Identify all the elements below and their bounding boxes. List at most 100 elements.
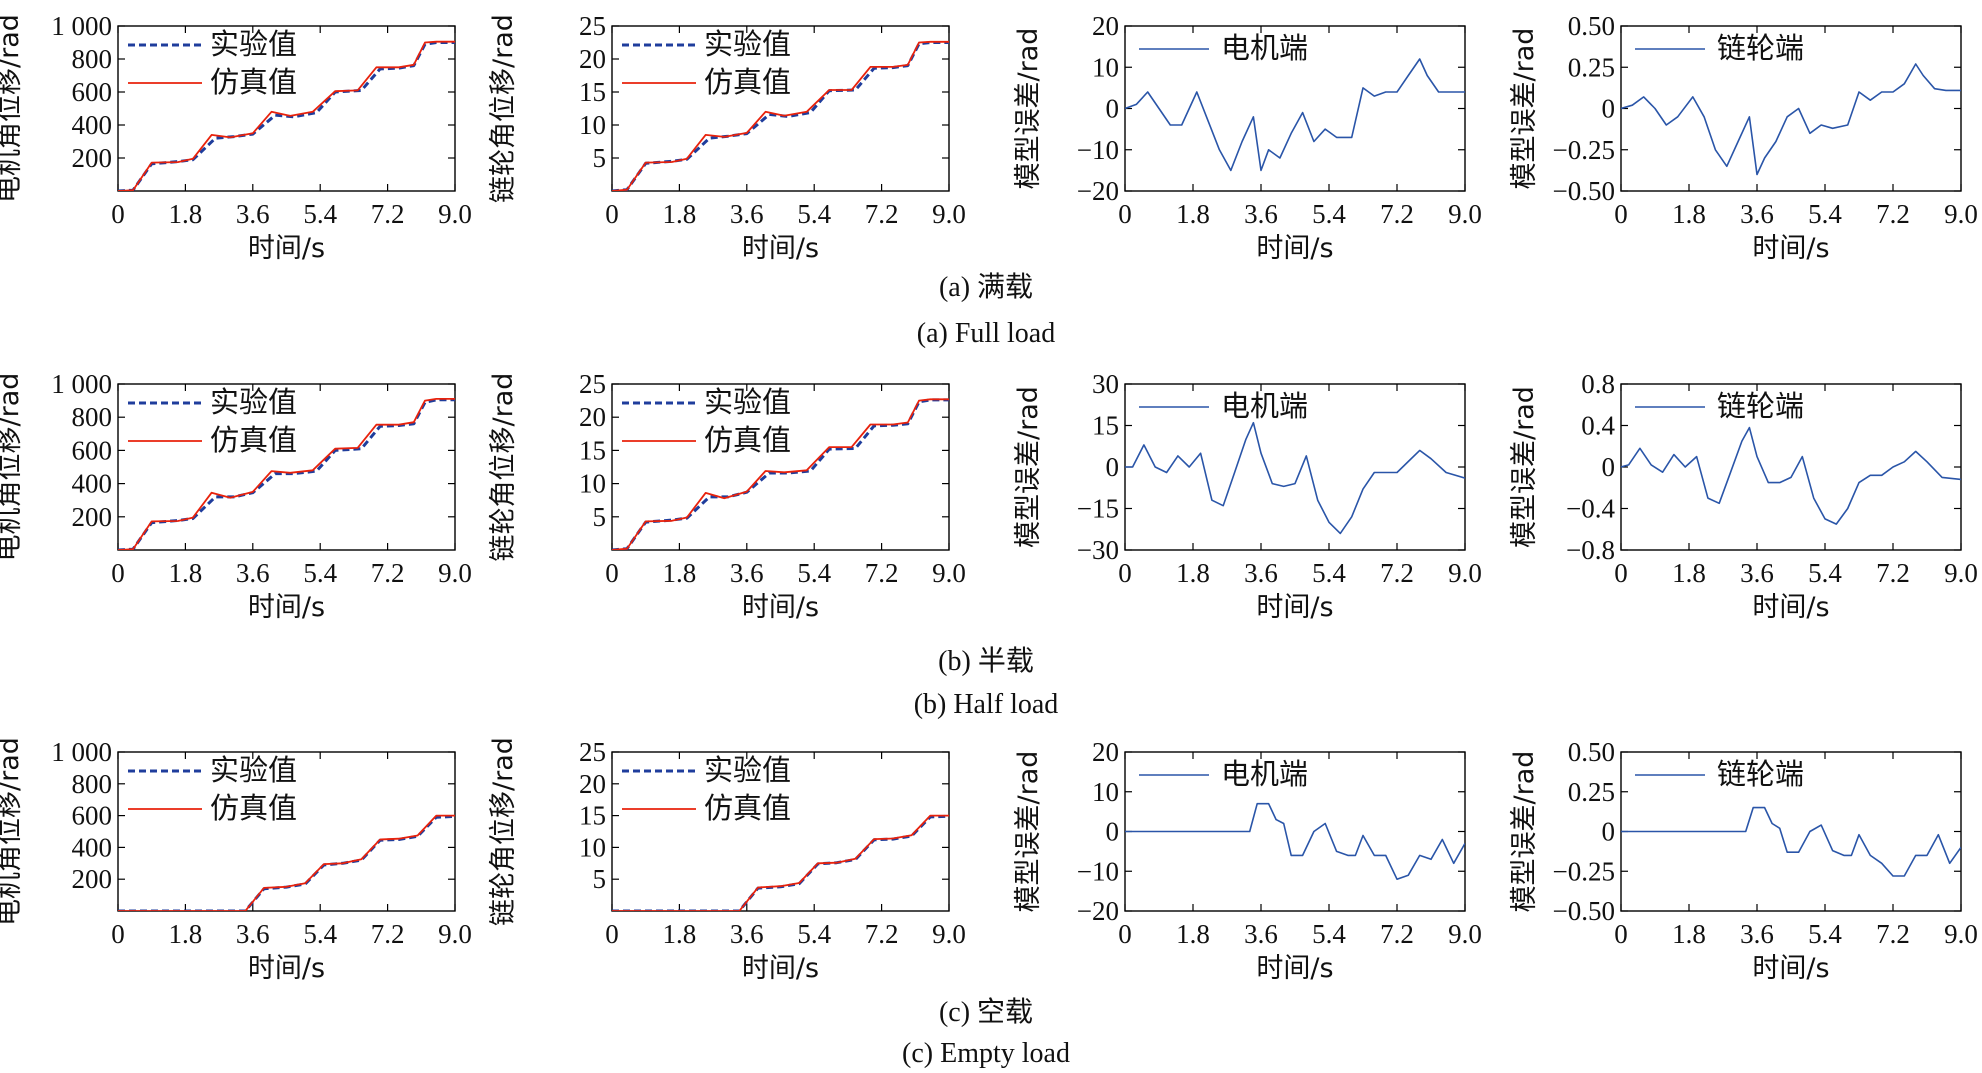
experiment-series-line: [612, 814, 949, 911]
x-tick-label: 3.6: [236, 558, 270, 588]
y-tick-label: 0.50: [1568, 11, 1615, 41]
legend-label-experiment: 实验值: [704, 27, 791, 61]
y-tick-label: 15: [579, 435, 606, 465]
y-tick-label: −20: [1077, 896, 1119, 926]
x-tick-label: 3.6: [730, 199, 764, 229]
y-tick-label: 20: [579, 769, 606, 799]
y-tick-label: 1 000: [51, 11, 112, 41]
x-tick-label: 1.8: [1672, 199, 1706, 229]
y-axis-label: 链轮角位移/rad: [488, 737, 519, 926]
legend-label-experiment: 实验值: [210, 753, 297, 787]
legend-label-simulation: 仿真值: [210, 423, 297, 457]
x-tick-label: 5.4: [797, 919, 831, 949]
y-tick-label: 800: [72, 44, 113, 74]
legend-label-simulation: 仿真值: [704, 423, 791, 457]
y-tick-label: 0.25: [1568, 777, 1615, 807]
x-tick-label: 5.4: [797, 558, 831, 588]
experiment-series-line: [118, 814, 455, 911]
plot-frame: [611, 751, 950, 912]
y-axis-label: 电机角位移/rad: [0, 14, 25, 203]
x-tick-label: 1.8: [663, 919, 697, 949]
caption-b-en: (b) Half load: [914, 689, 1059, 720]
x-tick-label: 1.8: [663, 558, 697, 588]
y-tick-label: 5: [593, 864, 607, 894]
x-tick-label: 7.2: [1876, 558, 1910, 588]
legend-label-simulation: 仿真值: [704, 791, 791, 825]
y-tick-label: 0: [1106, 817, 1120, 847]
x-tick-label: 0: [1118, 919, 1132, 949]
x-tick-label: 9.0: [1448, 558, 1482, 588]
experiment-series-line: [118, 398, 455, 550]
error-series-line: [1621, 806, 1961, 877]
y-tick-label: 800: [72, 769, 113, 799]
y-tick-label: −0.25: [1553, 135, 1615, 165]
y-tick-label: −15: [1077, 494, 1119, 524]
x-tick-label: 0: [1118, 558, 1132, 588]
x-tick-label: 9.0: [438, 558, 472, 588]
x-axis-label: 时间/s: [742, 592, 819, 623]
x-tick-label: 5.4: [303, 199, 337, 229]
chart-panel-2-3: 0 1.8 3.6 5.4 7.2 9.0 −30 −15 0 15 30 时间/s 模型误差/rad 电…: [1013, 369, 1482, 623]
legend-label: 链轮端: [1717, 389, 1804, 423]
x-axis-label: 时间/s: [1752, 592, 1829, 623]
y-axis-label: 模型误差/rad: [1013, 28, 1044, 190]
y-tick-label: 0: [1106, 452, 1120, 482]
x-tick-label: 0: [111, 919, 125, 949]
x-tick-label: 0: [111, 199, 125, 229]
x-tick-label: 3.6: [1740, 199, 1774, 229]
x-axis-label: 时间/s: [742, 953, 819, 984]
x-tick-label: 7.2: [371, 199, 405, 229]
error-series-line: [1125, 421, 1465, 535]
y-tick-label: 25: [579, 369, 606, 399]
y-axis-label: 模型误差/rad: [1509, 28, 1540, 190]
y-axis-label: 模型误差/rad: [1509, 751, 1540, 913]
simulation-series-line: [612, 814, 949, 911]
chart-panel-2-4: 0 1.8 3.6 5.4 7.2 9.0 −0.8 −0.4 0 0.4 0.8 时间/s 模型误差/…: [1509, 369, 1978, 623]
error-series-line: [1125, 58, 1465, 172]
simulation-series-line: [612, 40, 949, 191]
caption-c-en: (c) Empty load: [902, 1038, 1070, 1069]
x-tick-label: 5.4: [1312, 558, 1346, 588]
legend-label: 电机端: [1221, 31, 1308, 65]
x-tick-label: 0: [1614, 558, 1628, 588]
y-tick-label: 200: [72, 143, 113, 173]
x-tick-label: 7.2: [1380, 558, 1414, 588]
caption-c-cn: (c) 空载: [939, 996, 1033, 1028]
captions: (a) 满载 (a) Full load (b) 半载 (b) Half loa…: [902, 271, 1070, 1069]
y-tick-label: 10: [579, 832, 606, 862]
y-tick-label: 400: [72, 110, 113, 140]
plot-frame: [611, 25, 950, 192]
x-tick-label: 1.8: [1176, 919, 1210, 949]
x-axis-label: 时间/s: [1256, 953, 1333, 984]
y-tick-label: −0.50: [1553, 176, 1615, 206]
x-tick-label: 1.8: [663, 199, 697, 229]
x-tick-label: 0: [111, 558, 125, 588]
plot-frame: [117, 751, 456, 912]
x-tick-label: 3.6: [1244, 558, 1278, 588]
x-tick-label: 9.0: [438, 199, 472, 229]
y-tick-label: 5: [593, 143, 607, 173]
y-tick-label: 10: [1092, 777, 1119, 807]
x-axis-label: 时间/s: [1752, 953, 1829, 984]
x-tick-label: 5.4: [797, 199, 831, 229]
x-tick-label: 0: [605, 558, 619, 588]
error-series-line: [1125, 802, 1465, 880]
y-tick-label: 10: [579, 110, 606, 140]
y-tick-label: 0: [1602, 452, 1616, 482]
legend-label-experiment: 实验值: [210, 27, 297, 61]
x-tick-label: 3.6: [1244, 199, 1278, 229]
x-tick-label: 7.2: [1876, 919, 1910, 949]
legend-label-simulation: 仿真值: [210, 65, 297, 99]
x-tick-label: 9.0: [1944, 199, 1978, 229]
simulation-series-line: [118, 814, 455, 911]
legend-label: 链轮端: [1717, 31, 1804, 65]
x-axis-label: 时间/s: [1256, 592, 1333, 623]
experiment-series-line: [612, 398, 949, 550]
x-tick-label: 5.4: [1808, 558, 1842, 588]
